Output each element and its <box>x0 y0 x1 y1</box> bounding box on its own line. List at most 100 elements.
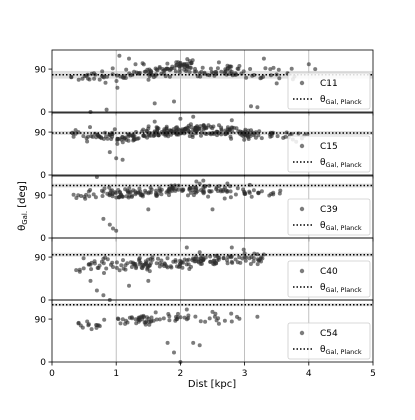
data-point <box>80 325 85 330</box>
planck-band <box>52 183 373 188</box>
data-point <box>238 260 243 265</box>
data-point <box>97 77 102 82</box>
data-point <box>225 189 230 193</box>
data-point <box>233 257 238 262</box>
data-point <box>247 190 252 195</box>
data-point <box>146 77 151 82</box>
data-point <box>229 118 234 123</box>
data-point <box>178 116 183 121</box>
data-point <box>164 190 169 195</box>
data-point <box>234 126 239 131</box>
data-point <box>83 196 88 201</box>
data-point <box>115 141 120 146</box>
data-point <box>210 126 215 131</box>
legend-label-panel: C40 <box>320 267 338 277</box>
data-point <box>117 268 122 273</box>
data-point <box>167 193 171 198</box>
data-point <box>208 259 213 264</box>
data-point <box>214 318 219 323</box>
data-point <box>81 134 86 139</box>
data-point <box>109 262 113 267</box>
data-point <box>242 137 247 142</box>
data-point <box>129 315 134 320</box>
data-point <box>194 190 199 195</box>
data-point <box>76 321 81 326</box>
data-point <box>115 316 120 321</box>
legend-box <box>287 198 371 236</box>
data-point <box>187 267 192 271</box>
data-point <box>109 137 114 141</box>
data-point <box>164 132 169 137</box>
data-point <box>166 67 170 71</box>
data-point <box>104 107 109 112</box>
data-point <box>120 157 125 162</box>
data-point <box>179 128 184 133</box>
data-point <box>124 67 129 72</box>
data-point <box>186 262 191 267</box>
data-point <box>116 188 121 192</box>
data-point <box>197 250 202 255</box>
x-tick-label: 3 <box>242 369 248 379</box>
data-point <box>152 101 157 106</box>
data-point <box>140 194 145 199</box>
data-point <box>235 186 240 191</box>
data-point <box>215 66 220 71</box>
data-point <box>228 195 233 200</box>
data-point <box>172 66 177 71</box>
data-point <box>277 76 282 81</box>
data-point <box>126 138 131 143</box>
y-tick-label: 0 <box>40 234 46 244</box>
data-point <box>89 327 94 332</box>
data-point <box>103 80 108 85</box>
data-point <box>243 258 248 263</box>
data-point <box>251 188 256 193</box>
legend-marker <box>299 206 305 212</box>
data-point <box>228 134 233 139</box>
legend-box <box>287 260 371 298</box>
data-point <box>121 75 126 80</box>
data-point <box>214 185 219 190</box>
data-point <box>229 259 234 264</box>
data-point <box>171 127 176 132</box>
data-point <box>181 63 186 68</box>
x-tick-label: 2 <box>178 369 184 379</box>
data-point <box>174 314 178 319</box>
data-point <box>160 67 165 71</box>
data-point <box>252 73 257 77</box>
data-point <box>123 321 128 326</box>
data-point <box>174 60 179 65</box>
data-point <box>100 69 105 74</box>
data-point <box>177 67 182 72</box>
data-point <box>186 193 190 198</box>
data-point <box>101 293 106 298</box>
data-point <box>88 278 93 283</box>
data-point <box>219 127 224 132</box>
data-point <box>147 269 152 274</box>
data-point <box>69 75 74 80</box>
data-point <box>81 256 86 261</box>
data-point <box>170 188 175 193</box>
data-point <box>133 192 138 197</box>
x-axis-label: Dist [kpc] <box>188 379 236 390</box>
data-point <box>239 132 244 137</box>
data-point <box>198 74 203 79</box>
data-point <box>236 67 241 71</box>
data-point <box>198 261 203 266</box>
data-point <box>101 261 106 266</box>
data-point <box>129 194 134 199</box>
data-point <box>173 69 178 74</box>
legend-marker <box>299 80 305 86</box>
data-point <box>112 127 117 132</box>
data-point <box>165 265 170 270</box>
x-tick-label: 0 <box>49 369 55 379</box>
data-point <box>159 71 164 76</box>
data-point <box>110 66 115 71</box>
data-point <box>97 324 102 329</box>
y-axis-label: θGal. [deg] <box>17 181 29 231</box>
data-point <box>107 185 112 190</box>
data-point <box>147 67 152 72</box>
data-point <box>182 257 187 262</box>
legend-label-planck: θGal, Planck <box>320 95 362 106</box>
data-point <box>190 58 195 63</box>
data-point <box>228 189 233 194</box>
